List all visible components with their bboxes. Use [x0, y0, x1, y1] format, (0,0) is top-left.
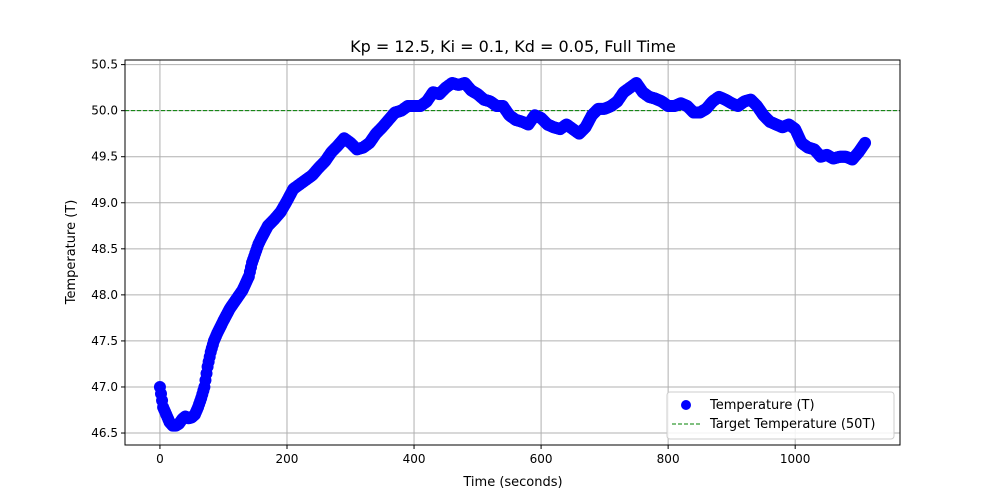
chart-title: Kp = 12.5, Ki = 0.1, Kd = 0.05, Full Tim…	[350, 37, 676, 56]
x-axis-label: Time (seconds)	[462, 475, 562, 490]
temperature-point	[156, 394, 169, 407]
legend-box	[666, 391, 895, 440]
x-tick-label: 0	[156, 452, 164, 466]
x-tick-label: 400	[403, 452, 426, 466]
legend-label-temperature: Temperature (T)	[709, 398, 815, 413]
y-tick-label: 50.5	[91, 58, 118, 72]
y-tick-label: 49.0	[91, 196, 118, 210]
y-tick-label: 48.5	[91, 242, 118, 256]
x-tick-label: 800	[657, 452, 680, 466]
temperature-point	[197, 384, 210, 397]
legend: Temperature (T) Target Temperature (50T)	[666, 391, 895, 440]
temperature-point	[200, 367, 213, 380]
x-tick-label: 600	[530, 452, 553, 466]
y-tick-label: 49.5	[91, 150, 118, 164]
y-tick-label: 47.5	[91, 334, 118, 348]
plot-area	[125, 77, 900, 432]
x-axis-ticks: 0 200 400 600 800 1000	[156, 445, 810, 466]
x-tick-label: 200	[276, 452, 299, 466]
legend-marker-temperature	[681, 400, 691, 410]
y-axis-ticks: 46.5 47.0 47.5 48.0 48.5 49.0 49.5 50.0 50.5	[91, 58, 125, 440]
y-tick-label: 47.0	[91, 380, 118, 394]
y-tick-label: 46.5	[91, 426, 118, 440]
legend-label-target: Target Temperature (50T)	[709, 417, 875, 432]
y-axis-label: Temperature (T)	[64, 200, 79, 306]
y-tick-label: 50.0	[91, 104, 118, 118]
y-tick-label: 48.0	[91, 288, 118, 302]
x-tick-label: 1000	[780, 452, 811, 466]
axes-frame	[124, 59, 901, 446]
temperature-points	[153, 77, 872, 432]
temperature-point	[858, 138, 871, 151]
